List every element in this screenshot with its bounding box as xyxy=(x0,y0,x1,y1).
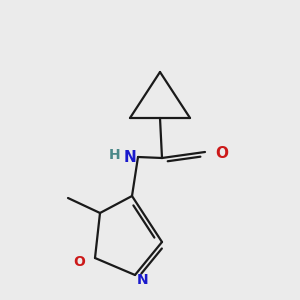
Text: N: N xyxy=(137,273,148,287)
Text: N: N xyxy=(123,149,136,164)
Text: H: H xyxy=(108,148,120,162)
Text: O: O xyxy=(73,255,85,269)
Text: O: O xyxy=(215,146,228,160)
